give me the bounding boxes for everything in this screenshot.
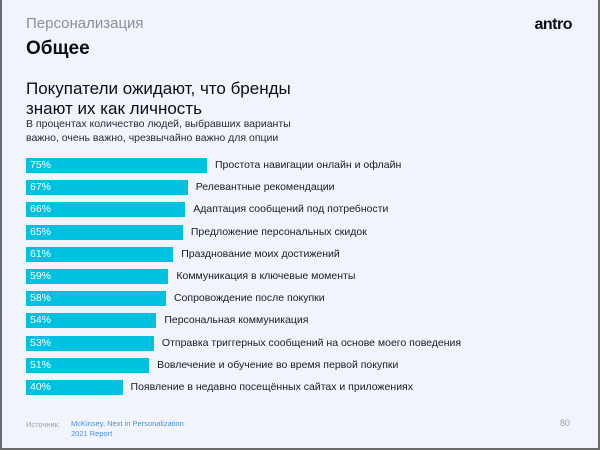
value-label: 59% (30, 270, 52, 282)
category-label: Сопровождение после покупки (173, 292, 325, 305)
value-label: 66% (30, 203, 52, 216)
category-label: Празднование моих достижений (181, 247, 340, 260)
value-label: 40% (30, 381, 52, 393)
bar: 58% (26, 291, 166, 307)
chart-subtitle: В процентах количество людей, выбравших … (26, 118, 291, 144)
value-label: 65% (30, 225, 52, 238)
category-label: Отправка триггерных сообщений на основе … (161, 336, 462, 349)
value-label: 51% (30, 358, 52, 371)
bar: 75% (26, 158, 207, 173)
bar: 66% (26, 202, 186, 218)
value-label: 61% (30, 247, 52, 260)
category-label: Коммуникация в ключевые моменты (176, 270, 356, 282)
value-label: 54% (30, 314, 52, 327)
category-label: Простота навигации онлайн и офлайн (215, 159, 402, 171)
value-label: 53% (30, 336, 52, 349)
value-label: 75% (30, 159, 52, 171)
chart-title: Покупатели ожидают, что бренды знают их … (26, 79, 291, 118)
bar: 67% (26, 180, 188, 196)
source-label: Источник: (26, 420, 61, 429)
category-label: Персональная коммуникация (164, 314, 309, 327)
category-label: Адаптация сообщений под потребности (193, 203, 389, 216)
source-line-2: 2021 Report (71, 429, 113, 438)
bar: 51% (26, 357, 150, 373)
bar: 40% (26, 380, 123, 395)
bar: 59% (26, 269, 169, 284)
category-label: Вовлечение и обучение во время первой по… (157, 358, 399, 371)
page-number: 80 (559, 418, 570, 428)
source-link[interactable]: McKinsey, Next in Personalization 2021 Re… (71, 419, 184, 439)
bar: 61% (26, 246, 174, 262)
value-label: 58% (30, 292, 52, 305)
category-label: Предложение персональных скидок (190, 225, 367, 238)
category-label: Появление в недавно посещённых сайтах и … (130, 381, 413, 393)
section-title: Персонализация (26, 15, 144, 32)
source-line-1: McKinsey, Next in Personalization (71, 419, 184, 428)
bar: 54% (26, 313, 157, 329)
value-label: 67% (30, 181, 52, 194)
bar: 65% (26, 224, 183, 240)
bar: 53% (26, 335, 154, 351)
logo: antro (534, 16, 573, 33)
category-label: Релевантные рекомендации (195, 181, 335, 194)
page-title: Общее (26, 38, 90, 59)
